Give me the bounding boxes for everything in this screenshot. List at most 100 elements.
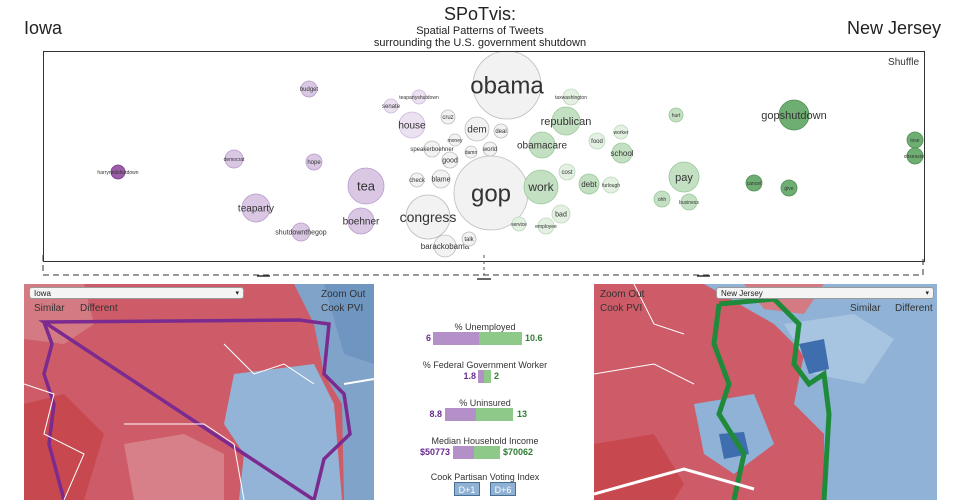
word-bubble-circle[interactable] (551, 204, 571, 224)
word-bubble-pay[interactable]: pay (668, 161, 700, 193)
word-bubble-bad[interactable]: bad (551, 204, 571, 224)
word-bubble-furlough[interactable]: furlough (602, 176, 620, 194)
word-bubble-circle[interactable] (461, 231, 477, 247)
word-bubble-circle[interactable] (383, 98, 399, 114)
word-bubble-talk[interactable]: talk (461, 231, 477, 247)
right-similar-label[interactable]: Similar (850, 303, 881, 314)
word-bubble-circle[interactable] (906, 147, 924, 165)
word-bubble-circle[interactable] (241, 193, 271, 223)
word-bubble-taxwashington[interactable]: taxwashington (555, 88, 587, 106)
word-bubble-circle[interactable] (431, 169, 451, 189)
word-bubble-republican[interactable]: republican (541, 106, 592, 136)
word-bubble-circle[interactable] (745, 174, 763, 192)
word-bubble-circle[interactable] (224, 149, 244, 169)
word-bubble-boehner[interactable]: boehner (343, 207, 380, 235)
word-bubble-blame[interactable]: blame (431, 169, 451, 189)
word-bubble-circle[interactable] (305, 153, 323, 171)
word-bubble-budget[interactable]: budget (300, 80, 319, 98)
word-bubble-teaparty[interactable]: teaparty (238, 193, 274, 223)
word-bubble-school[interactable]: school (610, 142, 634, 164)
word-bubble-circle[interactable] (398, 111, 426, 139)
word-bubble-circle[interactable] (680, 193, 698, 211)
word-bubble-circle[interactable] (588, 132, 606, 150)
word-bubble-circle[interactable] (668, 107, 684, 123)
word-bubble-worker[interactable]: worker (613, 124, 629, 140)
word-bubble-circle[interactable] (551, 106, 581, 136)
word-bubble-damn[interactable]: damn (464, 145, 478, 159)
word-bubble-circle[interactable] (668, 161, 700, 193)
new-jersey-district-map[interactable] (594, 284, 937, 500)
word-bubble-circle[interactable] (602, 176, 620, 194)
word-bubble-circle[interactable] (440, 109, 456, 125)
word-bubble-barackobama[interactable]: barackobama (421, 234, 470, 258)
word-bubble-obamacare[interactable]: obamacare (517, 131, 567, 159)
word-bubble-circle[interactable] (347, 167, 385, 205)
word-bubble-good[interactable]: good (441, 151, 459, 169)
right-state-map[interactable]: New Jersey ▾ Zoom Out Cook PVI Similar D… (594, 284, 937, 500)
word-bubble-circle[interactable] (482, 141, 498, 157)
word-bubble-obama[interactable]: obama (470, 52, 544, 120)
word-bubble-circle[interactable] (778, 99, 810, 131)
word-bubble-work[interactable]: work (523, 169, 559, 205)
word-bubble-tea[interactable]: tea (347, 167, 385, 205)
word-bubble-circle[interactable] (409, 172, 425, 188)
word-bubble-shutdownthegop[interactable]: shutdownthegop (275, 222, 327, 242)
word-bubble-circle[interactable] (613, 124, 629, 140)
word-bubble-circle[interactable] (523, 169, 559, 205)
word-bubble-give[interactable]: give (780, 179, 798, 197)
word-bubble-cruz[interactable]: cruz (440, 109, 456, 125)
word-bubble-cancel[interactable]: cancel (745, 174, 763, 192)
word-bubble-circle[interactable] (537, 217, 555, 235)
word-bubble-speakerboehner[interactable]: speakerboehner (410, 140, 454, 158)
word-bubble-deal[interactable]: deal (493, 123, 509, 139)
word-bubble-circle[interactable] (493, 123, 509, 139)
left-state-select[interactable]: Iowa ▾ (29, 287, 244, 299)
word-bubble-circle[interactable] (411, 89, 427, 105)
word-bubble-circle[interactable] (291, 222, 311, 242)
right-state-select[interactable]: New Jersey ▾ (716, 287, 934, 299)
word-bubble-dem[interactable]: dem (464, 116, 490, 142)
right-different-label[interactable]: Different (895, 303, 933, 314)
word-bubble-circle[interactable] (110, 164, 126, 180)
word-bubble-circle[interactable] (433, 234, 457, 258)
word-bubble-circle[interactable] (448, 133, 462, 147)
left-zoom-out-button[interactable]: Zoom Out (321, 289, 366, 300)
word-bubble-service[interactable]: service (511, 216, 527, 232)
word-bubble-world[interactable]: world (482, 141, 498, 157)
right-zoom-out-button[interactable]: Zoom Out (600, 289, 645, 300)
word-bubble-food[interactable]: food (588, 132, 606, 150)
word-bubble-harryreidshutdown[interactable]: harryreidshutdown (97, 164, 139, 180)
word-bubble-hurt[interactable]: hurt (668, 107, 684, 123)
word-bubble-circle[interactable] (464, 116, 490, 142)
word-bubble-teapartyshutdown[interactable]: teapartyshutdown (399, 89, 439, 105)
word-bubble-circle[interactable] (562, 88, 580, 106)
word-bubble-lose[interactable]: lose (906, 131, 924, 149)
word-bubble-cost[interactable]: cost (558, 163, 576, 181)
word-bubble-circle[interactable] (653, 190, 671, 208)
word-bubble-circle[interactable] (472, 52, 542, 120)
word-bubble-check[interactable]: check (409, 172, 426, 188)
word-bubble-gopshutdown[interactable]: gopshutdown (761, 99, 827, 131)
word-bubble-circle[interactable] (511, 216, 527, 232)
word-bubble-business[interactable]: business (679, 193, 699, 211)
shuffle-button[interactable]: Shuffle (888, 57, 919, 68)
word-bubble-house[interactable]: house (398, 111, 426, 139)
word-bubble-circle[interactable] (558, 163, 576, 181)
word-bubble-congress[interactable]: congress (400, 194, 457, 240)
word-bubble-circle[interactable] (611, 142, 633, 164)
iowa-district-map[interactable] (24, 284, 374, 500)
left-different-label[interactable]: Different (80, 303, 118, 314)
word-bubble-circle[interactable] (780, 179, 798, 197)
left-cook-pvi-toggle[interactable]: Cook PVI (321, 303, 364, 314)
word-bubble-debt[interactable]: debt (578, 173, 600, 195)
word-bubble-circle[interactable] (423, 140, 441, 158)
word-bubble-circle[interactable] (578, 173, 600, 195)
word-bubble-ohh[interactable]: ohh (653, 190, 671, 208)
word-bubble-hope[interactable]: hope (305, 153, 323, 171)
word-bubble-circle[interactable] (300, 80, 318, 98)
right-cook-pvi-toggle[interactable]: Cook PVI (600, 303, 643, 314)
word-bubble-circle[interactable] (528, 131, 556, 159)
word-bubble-circle[interactable] (464, 145, 478, 159)
word-bubble-circle[interactable] (441, 151, 459, 169)
word-bubble-democrat[interactable]: democrat (224, 149, 245, 169)
